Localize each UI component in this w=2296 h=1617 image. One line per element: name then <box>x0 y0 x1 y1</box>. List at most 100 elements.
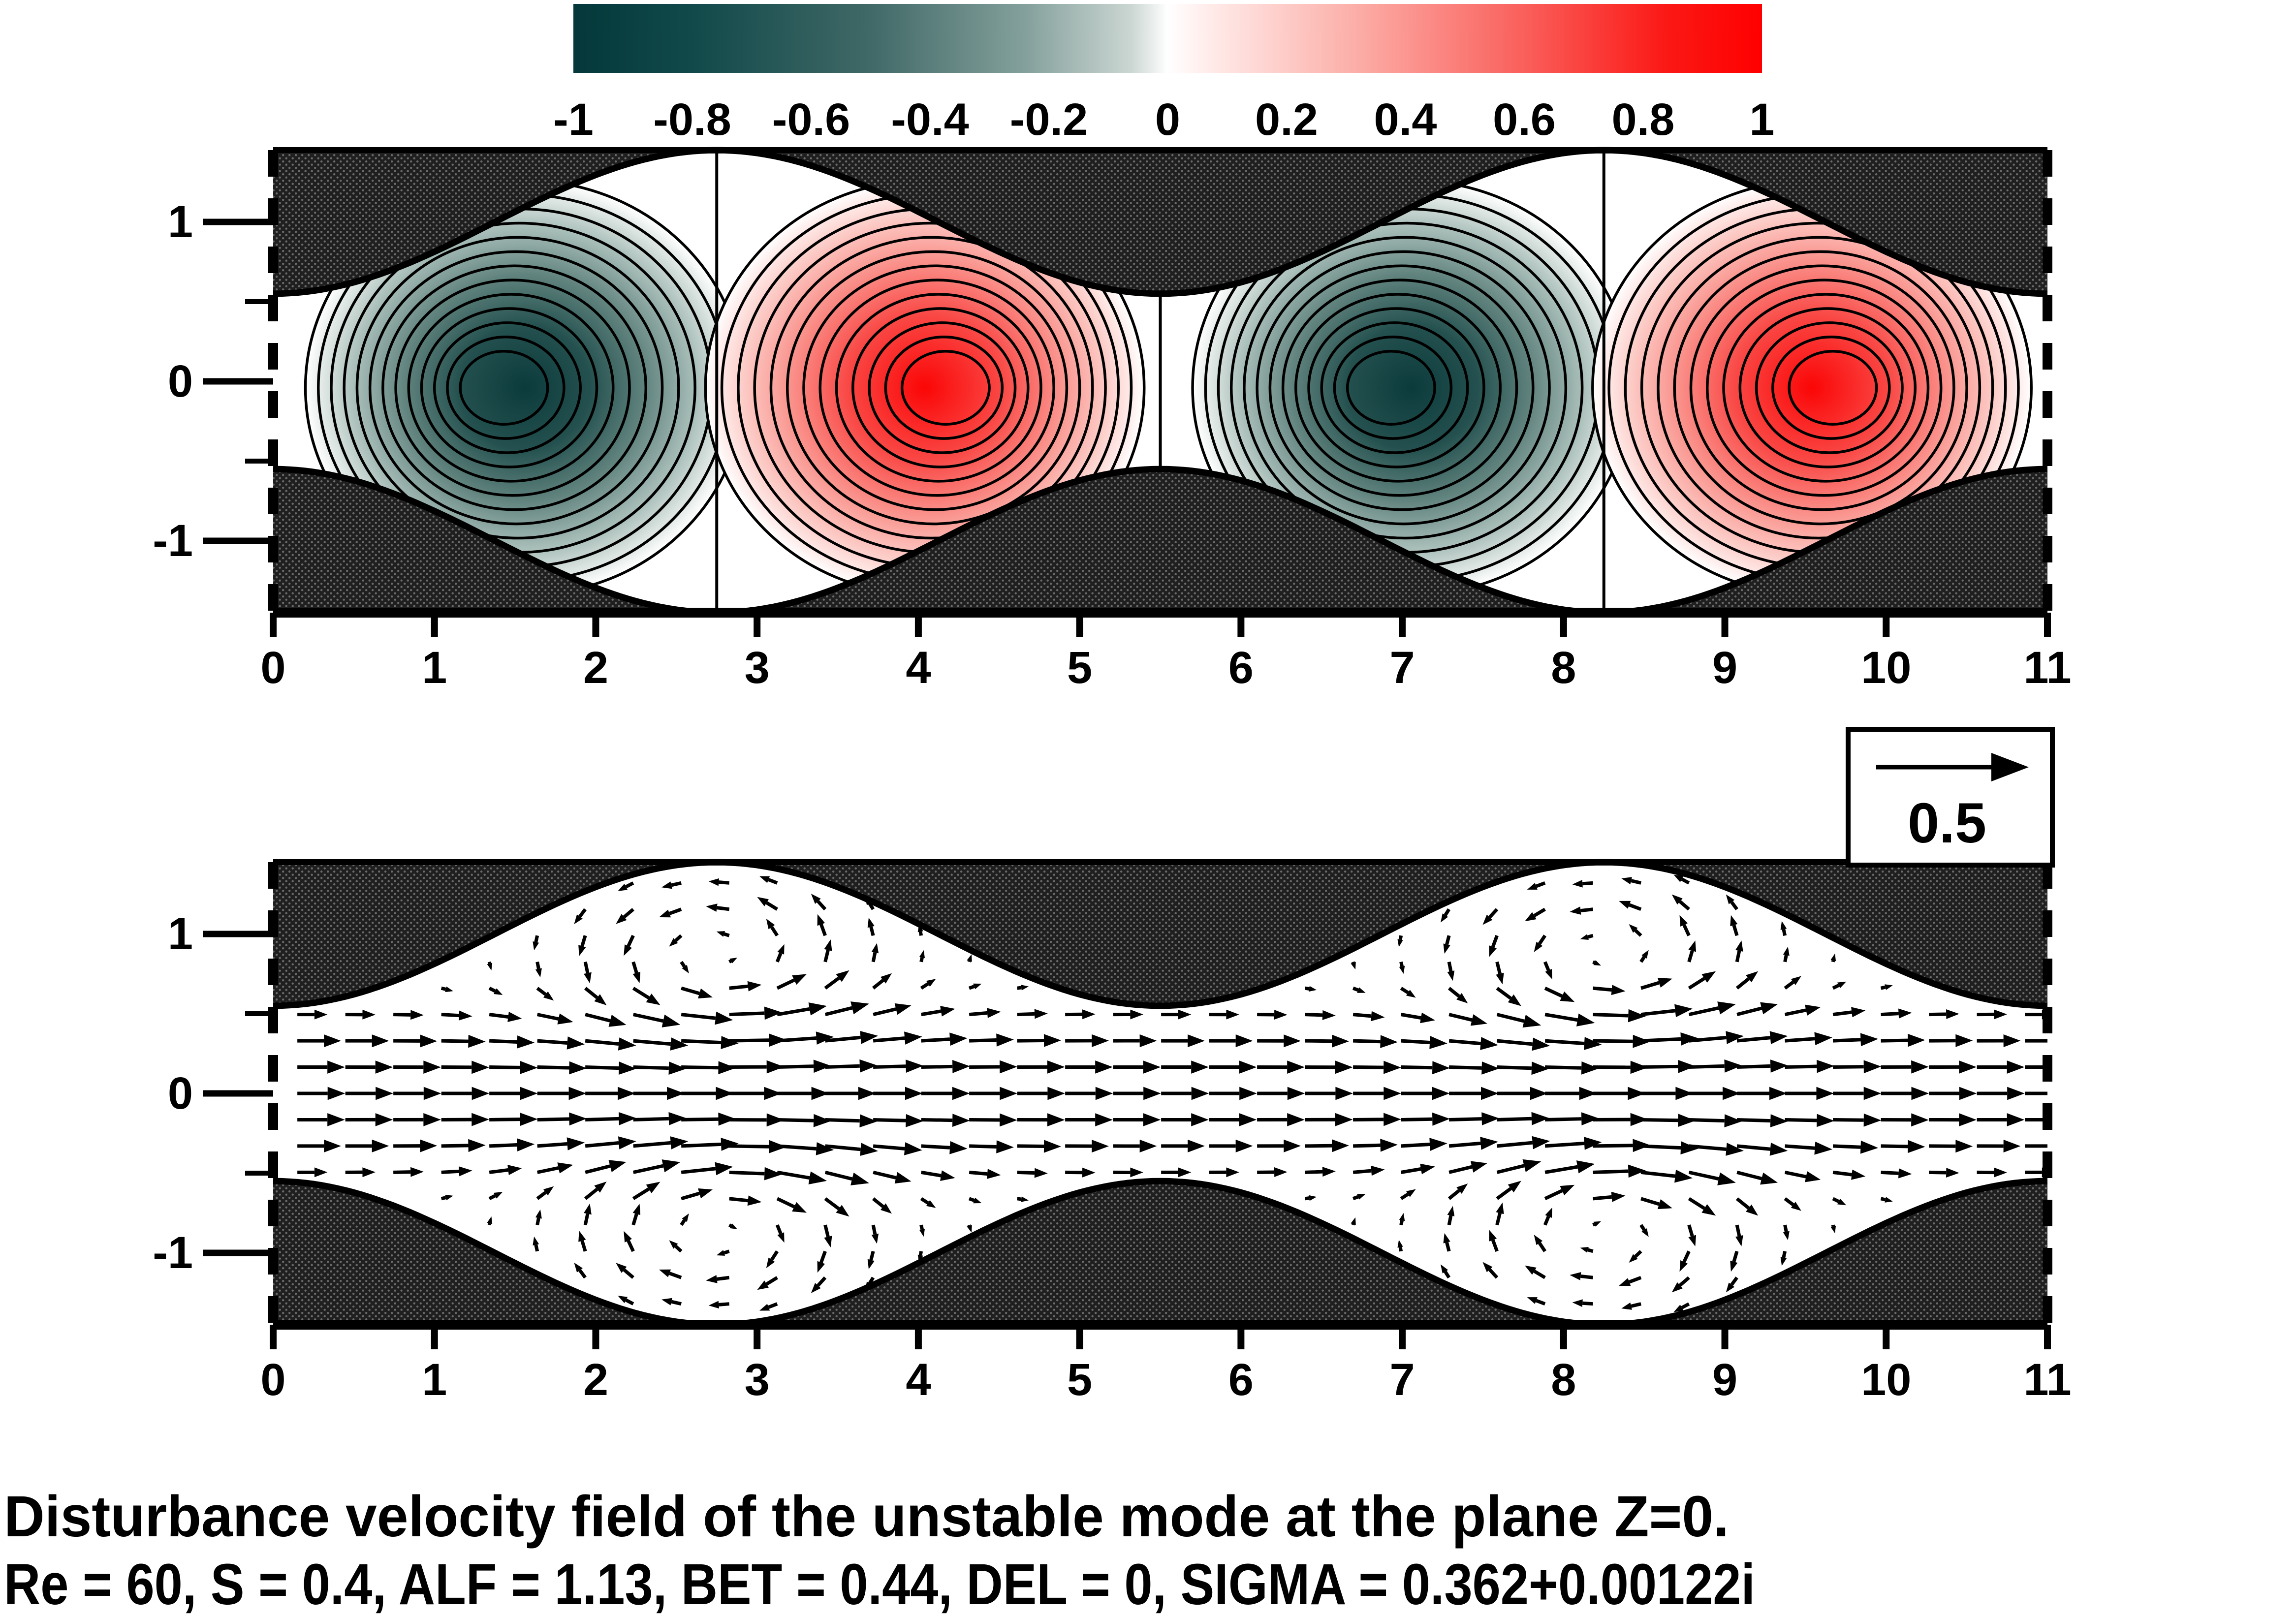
velocity-arrow <box>659 907 682 918</box>
velocity-arrow <box>1929 1168 1959 1178</box>
contour-ring <box>900 349 991 426</box>
velocity-arrow <box>681 1188 713 1201</box>
velocity-arrow <box>1730 1250 1739 1272</box>
x-tick-label: 2 <box>583 1355 608 1405</box>
velocity-arrow <box>681 1011 733 1025</box>
velocity-arrow <box>921 1114 970 1127</box>
velocity-arrow <box>1352 1194 1366 1201</box>
y-tick-label: 1 <box>168 197 193 247</box>
colorbar-tick-label: 0.2 <box>1255 94 1318 145</box>
colorbar-tick-label: -0.4 <box>891 94 969 145</box>
contour-ring <box>769 236 1094 540</box>
velocity-arrow <box>921 1141 968 1154</box>
velocity-arrow <box>659 1269 682 1279</box>
caption-line-1: Disturbance velocity field of the unstab… <box>4 1484 1729 1549</box>
velocity-arrow <box>2025 1039 2047 1043</box>
velocity-arrow <box>1783 1224 1790 1241</box>
velocity-arrow <box>536 987 554 1001</box>
velocity-arrow <box>633 1087 685 1100</box>
velocity-arrow <box>2025 1144 2047 1148</box>
velocity-arrow <box>1209 1060 1257 1074</box>
velocity-arrow <box>616 908 634 924</box>
velocity-arrow <box>1688 1197 1716 1216</box>
colorbar-tick-label: -1 <box>553 94 594 145</box>
velocity-arrow <box>1593 1009 1646 1023</box>
velocity-arrow <box>1736 1031 1788 1044</box>
velocity-arrow <box>1929 1034 1973 1047</box>
velocity-arrow <box>618 1296 634 1306</box>
velocity-arrow <box>1929 1060 1977 1074</box>
velocity-arrow <box>583 961 592 984</box>
velocity-arrow <box>616 1263 634 1279</box>
velocity-arrow <box>867 917 875 936</box>
velocity-arrow <box>1017 1034 1061 1047</box>
velocity-arrow <box>777 1059 831 1073</box>
velocity-arrow <box>631 1204 641 1226</box>
velocity-arrow <box>1496 1159 1541 1174</box>
velocity-arrow <box>1639 950 1649 963</box>
velocity-arrow <box>1833 1087 1882 1100</box>
velocity-arrow <box>632 1013 681 1027</box>
velocity-arrow <box>1449 1061 1500 1075</box>
velocity-arrow <box>1525 907 1546 922</box>
velocity-arrow <box>1780 921 1787 936</box>
velocity-arrow <box>968 983 982 990</box>
velocity-arrow <box>824 1197 849 1217</box>
velocity-arrow <box>1833 1113 1882 1127</box>
velocity-arrow <box>1441 1264 1451 1279</box>
velocity-arrow <box>1400 987 1416 998</box>
x-tick-label: 1 <box>422 1355 447 1405</box>
velocity-arrow <box>1784 1197 1801 1211</box>
velocity-arrow <box>1351 961 1356 970</box>
velocity-arrow <box>632 1182 660 1200</box>
velocity-arrow <box>1735 1197 1759 1216</box>
velocity-arrow <box>969 1169 1001 1179</box>
x-tick-label: 8 <box>1551 1355 1576 1405</box>
x-tick-label: 8 <box>1551 643 1576 693</box>
velocity-arrow <box>1832 1007 1866 1018</box>
velocity-arrow <box>1832 981 1847 990</box>
reference-arrow-head <box>1991 753 2029 781</box>
velocity-arrow <box>1977 1113 2025 1126</box>
velocity-arrow <box>1352 1165 1385 1176</box>
contour-ring <box>1307 307 1485 468</box>
velocity-arrow <box>1832 1033 1879 1047</box>
velocity-arrow <box>1619 901 1642 911</box>
velocity-arrow <box>873 1142 922 1155</box>
velocity-arrow <box>1688 971 1716 990</box>
velocity-arrow <box>1679 1250 1691 1272</box>
velocity-arrow <box>1017 1009 1048 1019</box>
velocity-arrow <box>1209 1167 1239 1178</box>
velocity-arrow <box>1977 1140 2021 1152</box>
velocity-arrow <box>393 1167 424 1177</box>
velocity-arrow <box>536 1186 554 1200</box>
velocity-arrow <box>489 1012 522 1022</box>
velocity-arrow <box>1257 1034 1301 1048</box>
contour-ring <box>1333 336 1453 440</box>
contour-ring <box>802 264 1069 511</box>
velocity-arrow <box>867 1250 875 1270</box>
velocity-arrow <box>441 1087 490 1100</box>
velocity-arrow <box>1545 1061 1599 1075</box>
velocity-arrow <box>1929 1009 1959 1019</box>
velocity-arrow <box>1570 1272 1594 1280</box>
velocity-arrow <box>1305 1010 1336 1020</box>
velocity-arrow <box>1780 1251 1787 1266</box>
velocity-arrow <box>297 1009 328 1020</box>
velocity-arrow <box>1113 1139 1157 1152</box>
velocity-arrow <box>489 1035 535 1049</box>
velocity-arrow <box>1880 1197 1893 1203</box>
velocity-arrow <box>1619 1275 1642 1286</box>
velocity-arrow <box>624 1231 635 1252</box>
velocity-arrow <box>706 1275 730 1283</box>
velocity-arrow <box>729 1060 785 1074</box>
velocity-arrow <box>1641 1059 1696 1073</box>
colorbar-tick-labels: -1 -0.8 -0.6 -0.4 -0.2 0 0.2 0.4 0.6 0.8 1 <box>553 94 1774 145</box>
velocity-arrow <box>631 961 641 983</box>
velocity-arrow <box>1447 1183 1468 1200</box>
velocity-arrow <box>680 1213 689 1226</box>
velocity-arrow <box>393 1060 441 1074</box>
velocity-arrow <box>1495 961 1504 985</box>
velocity-arrow <box>729 1113 785 1127</box>
velocity-arrow <box>681 1112 736 1126</box>
